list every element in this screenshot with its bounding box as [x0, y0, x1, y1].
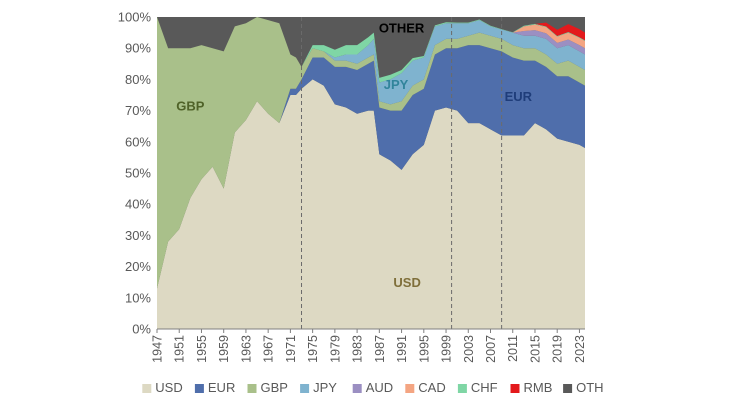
y-tick-label: 40% [125, 197, 151, 212]
legend-swatch-cad [405, 384, 415, 393]
inline-labels: GBP JPY OTHER EUR USD [176, 21, 532, 290]
x-tick-label: 1983 [351, 335, 365, 363]
y-tick-label: 100% [118, 10, 152, 25]
series-area-rmb [157, 17, 585, 78]
x-tick-label: 1947 [151, 335, 165, 363]
y-tick-label: 50% [125, 166, 151, 181]
legend-item-chf: CHF [457, 380, 498, 395]
legend-swatch-usd [142, 384, 152, 393]
series-label-gbp: GBP [176, 99, 205, 114]
y-tick-label: 70% [125, 103, 151, 118]
x-tick-label: 2003 [462, 335, 476, 363]
x-tick-label: 2007 [484, 335, 498, 363]
legend-item-eur: EUR [194, 380, 235, 395]
legend-item-jpy: JPY [300, 380, 337, 395]
legend-label-usd: USD [155, 380, 182, 395]
legend: USD EUR GBP JPY AUD CAD CHF RMB OTH [142, 380, 604, 395]
x-tick-label: 2015 [528, 335, 542, 363]
x-tick-label: 1995 [417, 335, 431, 363]
legend-item-usd: USD [142, 380, 183, 395]
x-tick-label: 1991 [395, 335, 409, 363]
legend-label-aud: AUD [366, 380, 393, 395]
legend-label-chf: CHF [471, 380, 498, 395]
legend-item-oth: OTH [563, 380, 604, 395]
legend-label-rmb: RMB [524, 380, 553, 395]
x-tick-label: 1975 [306, 335, 320, 363]
x-tick-label: 1987 [373, 335, 387, 363]
series-label-oth: OTHER [379, 21, 425, 36]
x-tick-label: 1971 [284, 335, 298, 363]
legend-label-jpy: JPY [313, 380, 337, 395]
y-tick-label: 30% [125, 228, 151, 243]
legend-swatch-rmb [510, 384, 520, 393]
reference-lines [301, 17, 503, 329]
x-tick-label: 1959 [217, 335, 231, 363]
x-tick-label: 1951 [173, 335, 187, 363]
legend-item-gbp: GBP [247, 380, 288, 395]
series-area-usd [157, 79, 585, 330]
legend-swatch-eur [194, 384, 204, 393]
legend-label-oth: OTH [576, 380, 603, 395]
x-tick-label: 2023 [573, 335, 587, 363]
legend-item-aud: AUD [352, 380, 393, 395]
series-label-jpy: JPY [384, 77, 409, 92]
legend-label-gbp: GBP [261, 380, 288, 395]
series-area-eur [157, 45, 585, 289]
y-tick-label: 20% [125, 259, 151, 274]
y-tick-label: 60% [125, 134, 151, 149]
y-tick-label: 80% [125, 72, 151, 87]
x-tick-label: 1999 [440, 335, 454, 363]
plot-areas [157, 17, 585, 330]
y-tick-label: 10% [125, 290, 151, 305]
series-area-gbp [157, 17, 585, 289]
legend-label-eur: EUR [208, 380, 235, 395]
y-tick-label: 0% [132, 322, 151, 337]
series-label-usd: USD [393, 275, 420, 290]
legend-item-cad: CAD [405, 380, 446, 395]
legend-swatch-aud [352, 384, 362, 393]
legend-swatch-jpy [300, 384, 310, 393]
legend-swatch-gbp [247, 384, 257, 393]
x-tick-label: 2011 [506, 335, 520, 362]
series-label-eur: EUR [505, 89, 533, 104]
x-tick-label: 1963 [239, 335, 253, 363]
legend-swatch-oth [563, 384, 573, 393]
axes: 0% 10% 20% 30% 40% 50% 60% 70% 80% 90% 100% 1947 195… [118, 10, 587, 363]
x-tick-label: 2019 [551, 335, 565, 363]
x-tick-label: 1967 [262, 335, 276, 363]
x-tick-label: 1979 [328, 335, 342, 363]
legend-label-cad: CAD [418, 380, 445, 395]
x-tick-label: 1955 [195, 335, 209, 363]
y-tick-label: 90% [125, 41, 151, 56]
legend-swatch-chf [457, 384, 467, 393]
legend-item-rmb: RMB [510, 380, 553, 395]
